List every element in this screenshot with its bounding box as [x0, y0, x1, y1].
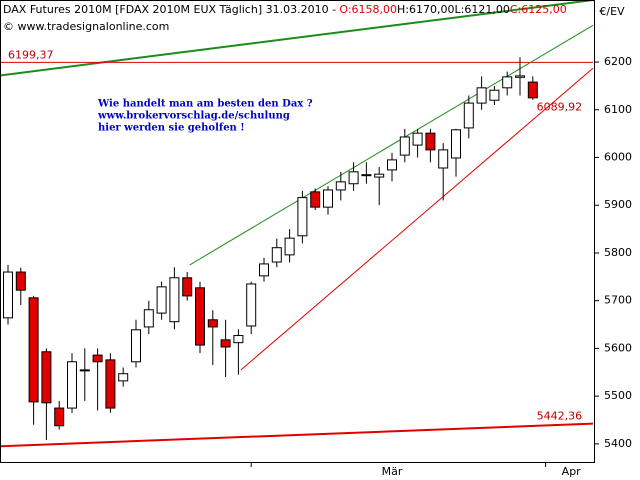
candle-body [105, 359, 116, 409]
x-tick-label: Apr [562, 465, 582, 478]
candle-body [361, 174, 372, 177]
candle-body [79, 369, 90, 372]
candle-body [284, 237, 295, 256]
candle-body [246, 283, 257, 327]
annotation: hier werden sie geholfen ! [98, 123, 245, 134]
candle-body [374, 173, 385, 178]
chart-title: DAX Futures 2010M [FDAX 2010M EUX Täglic… [3, 3, 567, 16]
y-tick-label: 5700 [604, 294, 632, 307]
candle-body [387, 159, 397, 171]
candle-body [502, 76, 513, 89]
candle-body [310, 191, 321, 208]
y-tick-label: 5600 [604, 341, 632, 354]
candle-body [463, 102, 474, 129]
title-text: DAX Futures 2010M [FDAX 2010M EUX Täglic… [3, 3, 336, 16]
candle-body [28, 297, 39, 403]
annotation: www.brokervorschlag.de/schulung [97, 111, 290, 122]
candle-body [182, 277, 193, 297]
price-label: 6089,92 [537, 101, 583, 114]
price-label: 6199,37 [8, 48, 54, 61]
candle-body [67, 361, 77, 409]
y-tick-label: 5500 [604, 389, 632, 402]
candle-body [92, 354, 103, 363]
candle-body [271, 247, 282, 263]
y-tick-label: 5400 [604, 437, 632, 450]
candle-body [489, 89, 500, 101]
ohlc-value: L:6121,00 [455, 3, 510, 16]
plot [1, 1, 594, 448]
candle-body [451, 129, 461, 159]
candle-body [143, 309, 154, 328]
watermark: © www.tradesignalonline.com [3, 20, 169, 33]
candle-body [233, 335, 244, 344]
candle-body [207, 319, 218, 328]
candle-body [156, 286, 167, 314]
ohlc-value: C:6125,00 [510, 3, 567, 16]
candle-body [195, 287, 205, 346]
y-tick-label: 6100 [604, 103, 632, 116]
x-tick-label: Mär [382, 465, 403, 478]
y-tick-label: 6000 [604, 151, 632, 164]
y-tick-label: 5900 [604, 198, 632, 211]
candle-body [169, 277, 180, 323]
candle-body [259, 263, 269, 277]
candle-body [118, 373, 129, 382]
trendline [1, 1, 594, 77]
ohlc-value: H:6170,00 [397, 3, 454, 16]
price-label: 5442,36 [537, 410, 583, 423]
candle-body [438, 149, 449, 169]
candle-body [297, 197, 308, 237]
y-tick-label: 5800 [604, 246, 632, 259]
candle-body [348, 171, 359, 185]
ohlc-value: O:6158,00 [339, 3, 397, 16]
annotation: Wie handelt man am besten den Dax ? [97, 99, 313, 110]
candle-body [15, 271, 26, 291]
candle-body [515, 75, 525, 78]
unit-label: €/EV [599, 5, 625, 18]
candle-body [399, 136, 410, 156]
candle-body [323, 189, 333, 208]
candle-body [54, 407, 65, 427]
candle-body [220, 339, 231, 348]
candle-body [41, 351, 52, 404]
candle-body [425, 132, 436, 151]
candle-body [335, 181, 346, 191]
trendline [1, 422, 593, 448]
candle-body [412, 132, 423, 146]
trendline [240, 67, 594, 371]
y-tick-label: 6200 [604, 55, 632, 68]
candle-body [131, 329, 141, 363]
candle-body [3, 271, 13, 319]
candle-body [527, 81, 538, 99]
trendline [189, 24, 594, 266]
candle-body [476, 87, 487, 104]
